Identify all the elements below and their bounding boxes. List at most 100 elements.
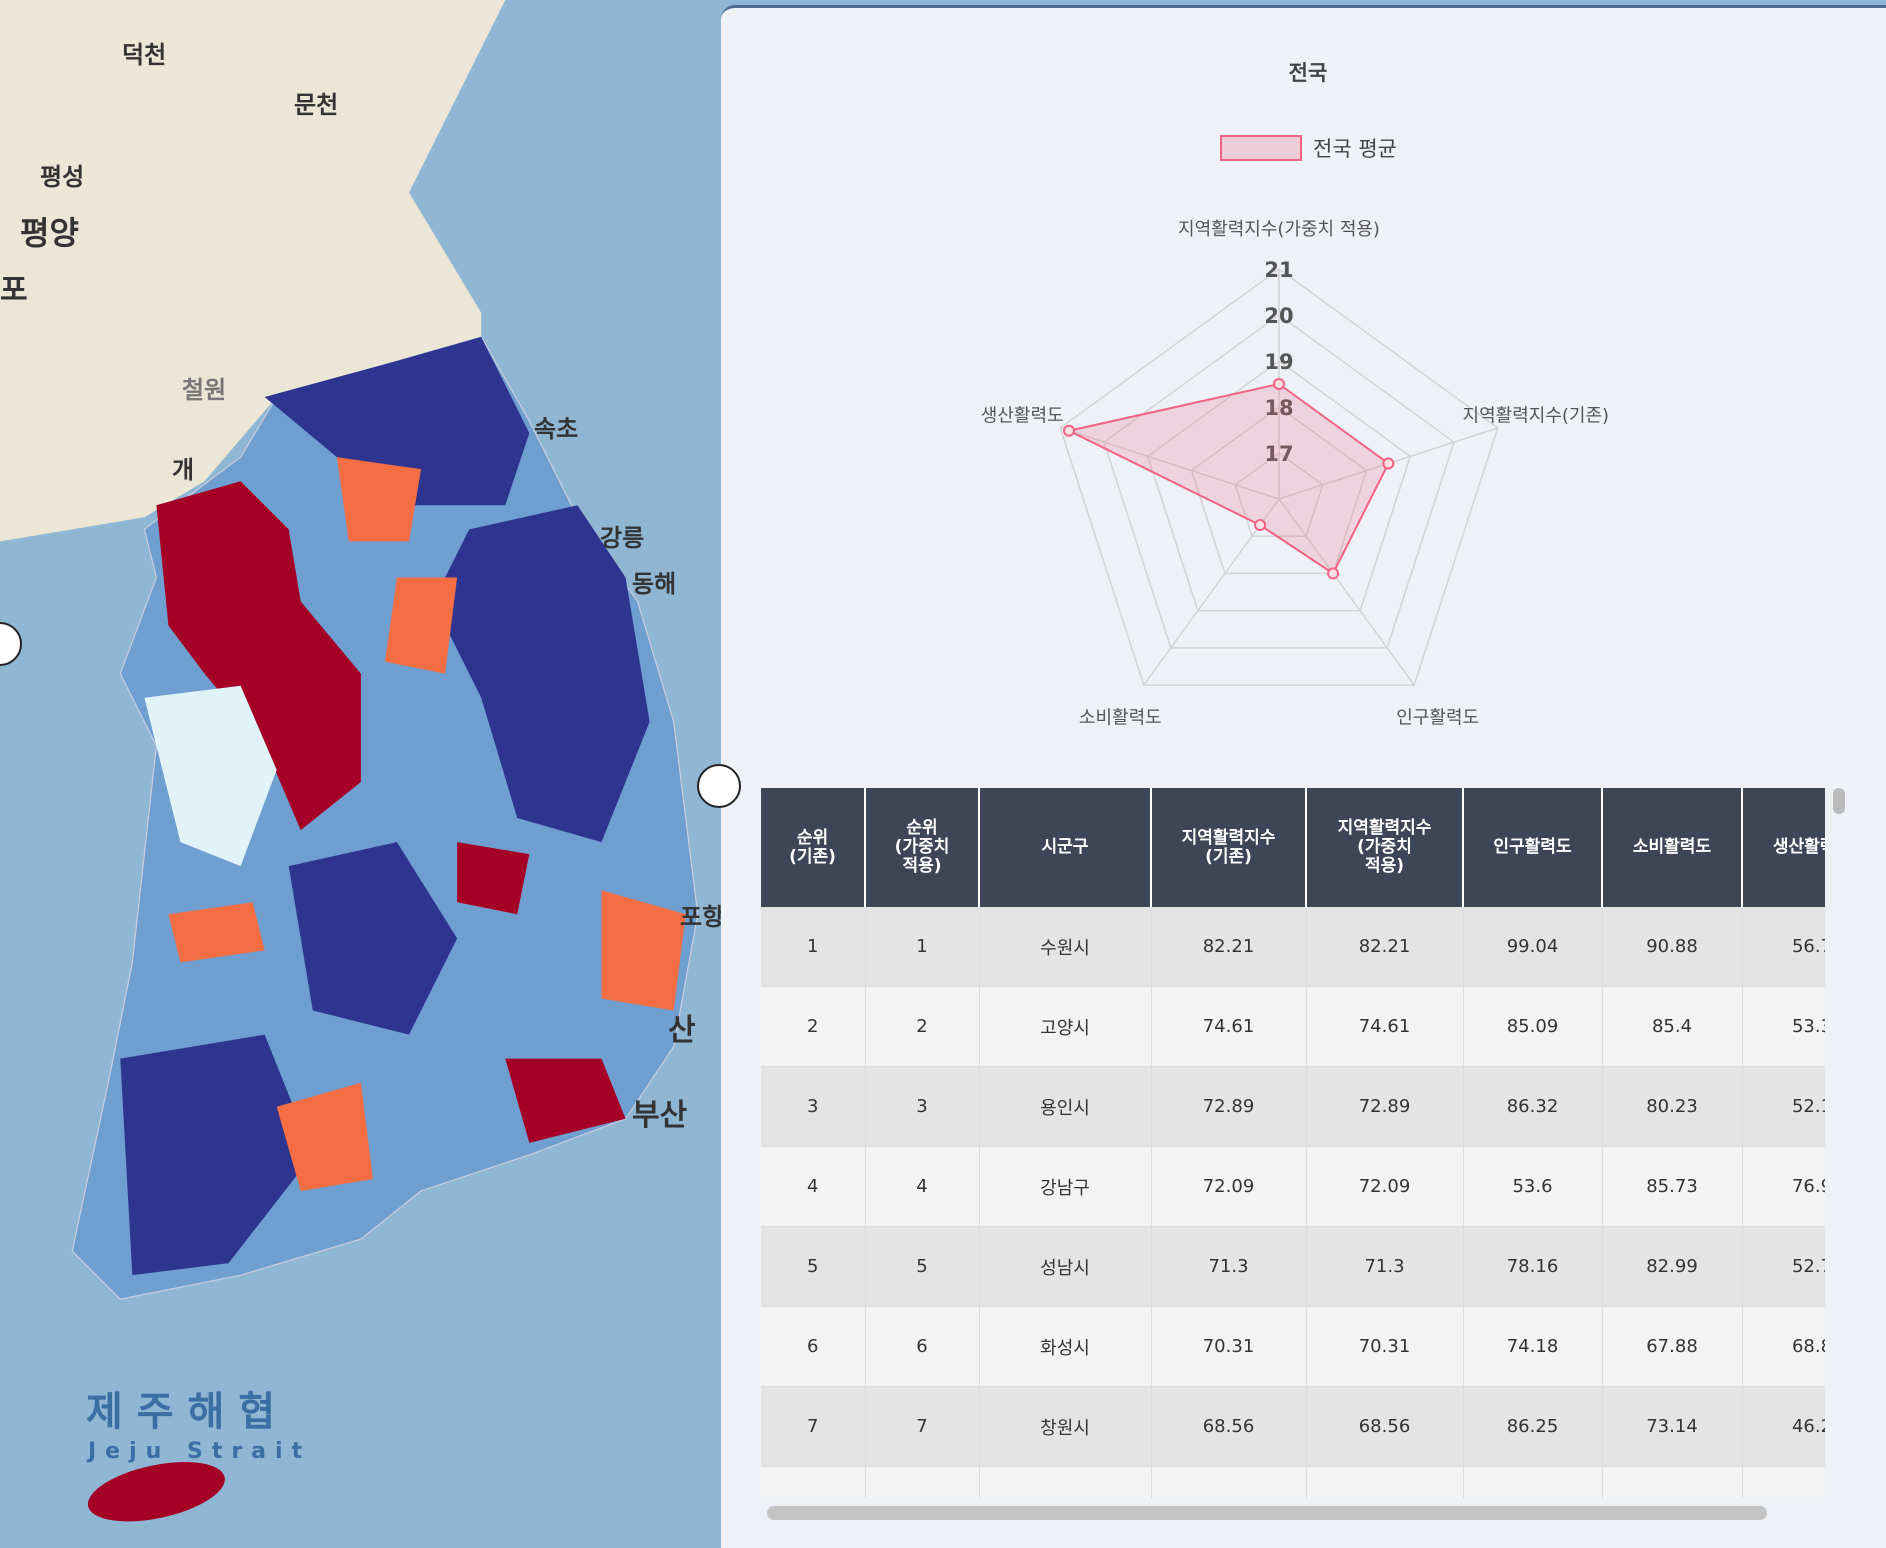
table-cell: 44.7 xyxy=(1742,1466,1825,1498)
table-cell: 72.89 xyxy=(1151,1066,1307,1147)
table-cell: 7 xyxy=(761,1386,866,1467)
land xyxy=(0,0,699,1522)
place-label: 속초 xyxy=(534,415,578,443)
table-cell: 53.3 xyxy=(1742,986,1825,1067)
expand-button[interactable] xyxy=(697,764,741,808)
table-cell: 8 xyxy=(865,1466,980,1498)
table: 순위 (기존) 순위 (가중치 적용) 시군구 지역활력지수 (기존) 지역활력지수 (… xyxy=(761,788,1825,1498)
tick-label: 17 xyxy=(1264,442,1293,466)
table-cell: 용인시 xyxy=(979,1066,1152,1147)
grid-ring xyxy=(1190,406,1368,575)
horizontal-scrollbar[interactable] xyxy=(767,1506,1767,1520)
table-cell: 52.1 xyxy=(1742,1066,1825,1147)
axis-label: 지역활력지수(가중치 적용) xyxy=(1178,219,1380,240)
grid-ring xyxy=(1234,452,1324,537)
place-label: 부산 xyxy=(632,1098,688,1133)
table-cell: 85.73 xyxy=(1602,1146,1743,1227)
tick-label: 18 xyxy=(1264,396,1293,420)
table-cell: 71.43 xyxy=(1463,1466,1603,1498)
tick-label: 20 xyxy=(1264,304,1293,328)
table-cell: 76.9 xyxy=(1742,1146,1825,1227)
column-header: 순위 (기존) xyxy=(761,788,866,907)
radar-area xyxy=(1066,382,1390,575)
table-cell: 성남시 xyxy=(979,1226,1152,1307)
axis-line xyxy=(1143,498,1280,686)
place-label: 문천 xyxy=(294,91,338,119)
table-cell: 67.88 xyxy=(1602,1306,1743,1387)
vertical-scrollbar[interactable] xyxy=(1833,788,1845,814)
place-label: 포 xyxy=(0,273,28,308)
place-label: 강릉 xyxy=(600,524,644,552)
grid-ring xyxy=(1146,360,1412,612)
column-header: 시군구 xyxy=(979,788,1152,907)
table-cell: 화성시 xyxy=(979,1306,1152,1387)
table-cell: 86.32 xyxy=(1463,1066,1603,1147)
axis-label: 소비활력도 xyxy=(1079,707,1162,728)
table-cell: 56.7 xyxy=(1742,907,1825,987)
tick-label: 21 xyxy=(1264,258,1293,282)
table-cell: 5 xyxy=(865,1226,980,1307)
table-cell: 4 xyxy=(761,1146,866,1227)
axis-label: 지역활력지수(기존) xyxy=(1463,406,1610,427)
place-label: 동해 xyxy=(632,570,676,598)
table-cell: 59.96 xyxy=(1151,1466,1307,1498)
map-labels: 덕천 문천 평성 평양 포 철원 개 속초 강릉 동해 포항 산 부산 제주해협… xyxy=(0,41,721,1464)
table-cell: 7 xyxy=(865,1386,980,1467)
place-label: 산 xyxy=(668,1013,696,1048)
table-cell: 74.61 xyxy=(1151,986,1307,1067)
table-cell: 고양시 xyxy=(979,986,1152,1067)
table-cell: 72.89 xyxy=(1306,1066,1464,1147)
table-cell: 청주시 xyxy=(979,1466,1152,1498)
radar-point xyxy=(1063,424,1076,437)
place-label: 포항 xyxy=(680,903,721,931)
place-label: Jeju Strait xyxy=(86,1439,311,1464)
table-cell: 72.09 xyxy=(1306,1146,1464,1227)
table-cell: 창원시 xyxy=(979,1386,1152,1467)
table-cell: 68.8 xyxy=(1742,1306,1825,1387)
table-cell: 85.09 xyxy=(1463,986,1603,1067)
place-label: 덕천 xyxy=(122,41,166,69)
table-cell: 86.25 xyxy=(1463,1386,1603,1467)
map: 덕천 문천 평성 평양 포 철원 개 속초 강릉 동해 포항 산 부산 제주해협… xyxy=(0,0,721,1548)
table-cell: 68.56 xyxy=(1306,1386,1464,1467)
column-header: 지역활력지수 (기존) xyxy=(1151,788,1307,907)
table-cell: 80.23 xyxy=(1602,1066,1743,1147)
place-label: 평성 xyxy=(40,163,84,191)
grid-ring xyxy=(1103,314,1455,649)
table-cell: 52.7 xyxy=(1742,1226,1825,1307)
table-cell: 59.97 xyxy=(1306,1466,1464,1498)
table-cell: 74.18 xyxy=(1463,1306,1603,1387)
place-label: 평양 xyxy=(20,214,79,252)
table-cell: 72.09 xyxy=(1151,1146,1307,1227)
data-table: 순위 (기존) 순위 (가중치 적용) 시군구 지역활력지수 (기존) 지역활력지수 (… xyxy=(761,788,1825,1498)
table-cell: 70.31 xyxy=(1151,1306,1307,1387)
table-cell: 4 xyxy=(865,1146,980,1227)
axis-line xyxy=(1278,498,1415,686)
table-cell: 82.21 xyxy=(1306,907,1464,987)
table-cell: 82.99 xyxy=(1602,1226,1743,1307)
table-cell: 63.77 xyxy=(1602,1466,1743,1498)
table-cell: 3 xyxy=(865,1066,980,1147)
radar-point xyxy=(1327,567,1340,580)
table-cell: 5 xyxy=(761,1226,866,1307)
place-label: 철원 xyxy=(182,376,226,404)
table-cell: 71.3 xyxy=(1151,1226,1307,1307)
column-header: 생산활력도 xyxy=(1742,788,1825,907)
column-header: 순위 (가중치 적용) xyxy=(865,788,980,907)
axis-label: 인구활력도 xyxy=(1396,707,1479,728)
table-cell: 6 xyxy=(865,1306,980,1387)
radar-point xyxy=(1382,457,1395,470)
table-cell: 53.6 xyxy=(1463,1146,1603,1227)
table-cell: 강남구 xyxy=(979,1146,1152,1227)
legend-swatch xyxy=(1220,135,1302,161)
place-label: 개 xyxy=(172,456,194,484)
axis-label: 생산활력도 xyxy=(981,406,1064,427)
column-header: 지역활력지수 (가중치 적용) xyxy=(1306,788,1464,907)
